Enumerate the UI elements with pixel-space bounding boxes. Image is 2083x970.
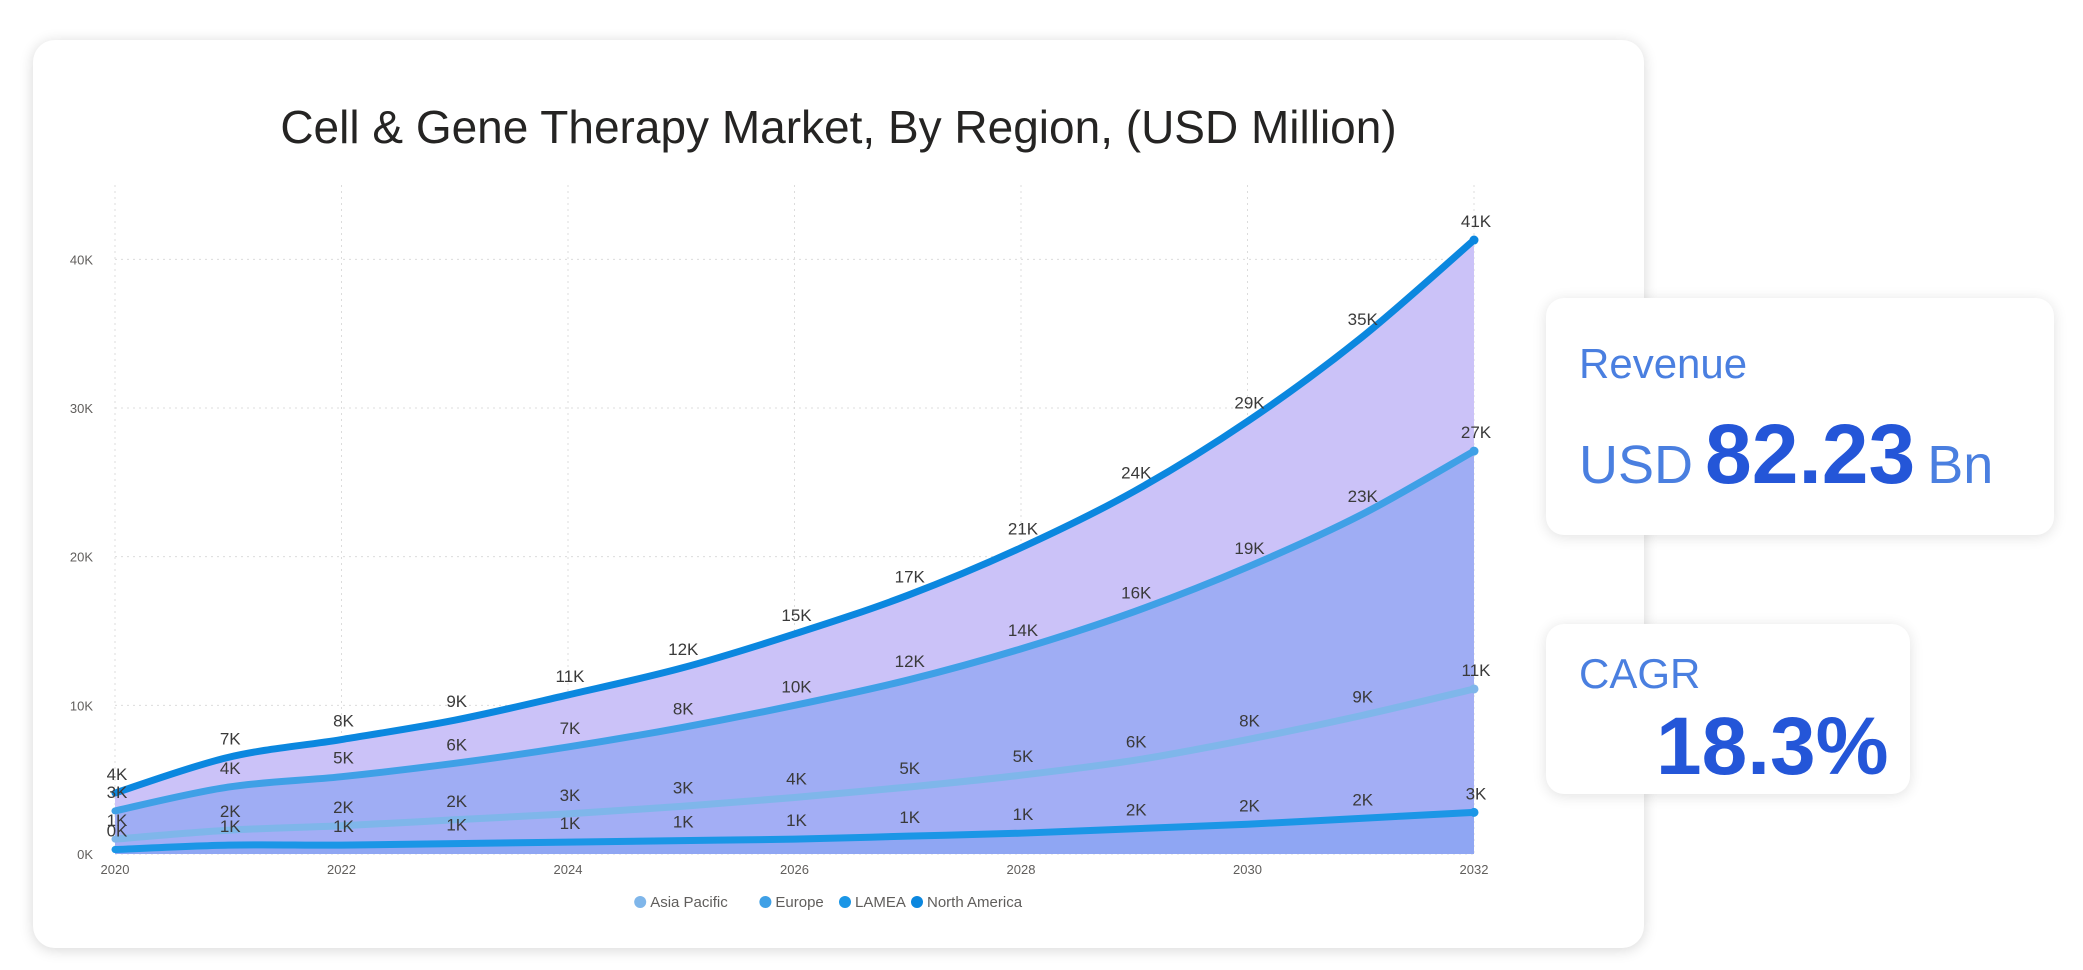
- data-label: 3K: [1466, 784, 1487, 803]
- revenue-card: Revenue USD 82.23 Bn: [1546, 298, 2054, 535]
- legend-item: Europe: [775, 894, 823, 911]
- data-label: 12K: [668, 640, 699, 659]
- series-lines: [111, 235, 1479, 854]
- chart-card: Cell & Gene Therapy Market, By Region, (…: [33, 40, 1644, 948]
- data-label: 1K: [786, 811, 807, 830]
- cagr-card: CAGR 18.3%: [1546, 624, 1910, 794]
- legend-item: North America: [927, 894, 1023, 911]
- data-label: 16K: [1121, 584, 1152, 603]
- x-tick-label: 2026: [780, 862, 809, 877]
- data-label: 2K: [1352, 790, 1373, 809]
- data-label: 19K: [1234, 539, 1265, 558]
- data-label: 4K: [786, 770, 807, 789]
- legend-marker: [839, 896, 851, 908]
- legend-item: LAMEA: [855, 894, 906, 911]
- legend: Asia Pacific Europe LAMEA North America: [634, 894, 1023, 911]
- cagr-value: 18.3%: [1656, 701, 1889, 792]
- data-label: 6K: [446, 735, 467, 754]
- data-labels: 1K 2K 2K 2K 3K 3K 4K5K5K6K8K9K11K3K4K5K6K7K8K1…: [107, 212, 1492, 841]
- y-tick-label: 40K: [70, 252, 93, 267]
- y-tick-label: 30K: [70, 401, 93, 416]
- data-label: 1K: [220, 817, 241, 836]
- data-label: 1K: [107, 811, 128, 830]
- data-label: 0K: [107, 822, 128, 841]
- legend-item: Asia Pacific: [650, 894, 728, 911]
- data-label: 1K: [899, 808, 920, 827]
- data-label: 5K: [333, 749, 354, 768]
- data-label: 8K: [673, 700, 694, 719]
- area-europe: [115, 451, 1474, 854]
- revenue-value: USD 82.23 Bn: [1579, 406, 1993, 503]
- x-tick-label: 2028: [1007, 862, 1036, 877]
- endpoint-north-america: [1469, 235, 1479, 245]
- legend-marker: [911, 896, 923, 908]
- data-label: 2K: [1126, 801, 1147, 820]
- data-label: 8K: [1239, 712, 1260, 731]
- data-label: 4K: [107, 765, 128, 784]
- data-label: 5K: [899, 759, 920, 778]
- revenue-label: Revenue: [1579, 340, 1748, 387]
- cagr-label: CAGR: [1579, 650, 1701, 697]
- data-label: 8K: [333, 712, 354, 731]
- data-label: 3K: [560, 786, 581, 805]
- data-label: 10K: [781, 677, 812, 696]
- data-label: 7K: [560, 719, 581, 738]
- data-label: 15K: [781, 606, 812, 625]
- data-label: 9K: [1352, 688, 1373, 707]
- data-label: 11K: [556, 667, 586, 686]
- area-fills: [115, 240, 1474, 855]
- data-label: 2K: [1239, 796, 1260, 815]
- data-label: 1K: [333, 817, 354, 836]
- x-tick-label: 2030: [1233, 862, 1262, 877]
- revenue-number: 82.23: [1705, 407, 1916, 501]
- line-north-america: [111, 236, 1478, 797]
- area-chart: 1K 2K 2K 2K 3K 3K 4K5K5K6K8K9K11K3K4K5K6K7K8K1…: [70, 185, 1492, 911]
- y-tick-label: 0K: [77, 847, 93, 862]
- data-label: 41K: [1461, 212, 1492, 231]
- data-label: 12K: [895, 652, 926, 671]
- data-label: 14K: [1008, 621, 1039, 640]
- data-label: 27K: [1461, 423, 1492, 442]
- data-label: 35K: [1348, 310, 1379, 329]
- chart-title: Cell & Gene Therapy Market, By Region, (…: [280, 101, 1397, 153]
- data-label: 17K: [895, 567, 926, 586]
- data-label: 9K: [446, 692, 467, 711]
- data-label: 4K: [220, 759, 241, 778]
- axis-ticks: 0K 10K 20K 30K 40K 2020 2022 2024 2026 2028 2030 20…: [70, 252, 1489, 877]
- data-label: 3K: [673, 778, 694, 797]
- legend-marker: [634, 896, 647, 908]
- data-label: 1K: [446, 816, 467, 835]
- x-tick-label: 2020: [101, 862, 130, 877]
- data-label: 2K: [446, 792, 467, 811]
- data-label: 1K: [673, 813, 694, 832]
- y-tick-label: 10K: [70, 698, 93, 713]
- data-label: 3K: [107, 783, 128, 802]
- data-label: 1K: [560, 814, 581, 833]
- data-label: 5K: [1013, 747, 1034, 766]
- endpoint-lamea: [1469, 807, 1479, 817]
- data-label: 29K: [1234, 393, 1265, 412]
- data-label: 21K: [1008, 520, 1039, 539]
- data-label: 2K: [220, 802, 241, 821]
- data-label: 24K: [1121, 463, 1152, 482]
- area-asia-pacific: [115, 688, 1474, 854]
- data-label: 7K: [220, 729, 241, 748]
- legend-marker: [759, 896, 772, 908]
- data-label: 11K: [1462, 661, 1492, 680]
- x-tick-label: 2024: [554, 862, 583, 877]
- data-label: 1K: [1013, 805, 1034, 824]
- endpoint-europe: [1469, 446, 1479, 456]
- y-tick-label: 20K: [70, 550, 93, 565]
- revenue-unit: Bn: [1927, 435, 1994, 495]
- revenue-currency: USD: [1579, 435, 1694, 495]
- x-tick-label: 2022: [327, 862, 356, 877]
- data-label: 23K: [1348, 487, 1379, 506]
- x-tick-label: 2032: [1460, 862, 1489, 877]
- line-europe: [111, 447, 1478, 815]
- line-asia-pacific: [111, 685, 1478, 843]
- data-label: 2K: [333, 798, 354, 817]
- endpoint-asia-pacific: [1469, 684, 1479, 694]
- line-lamea: [111, 808, 1478, 854]
- data-label: 6K: [1126, 732, 1147, 751]
